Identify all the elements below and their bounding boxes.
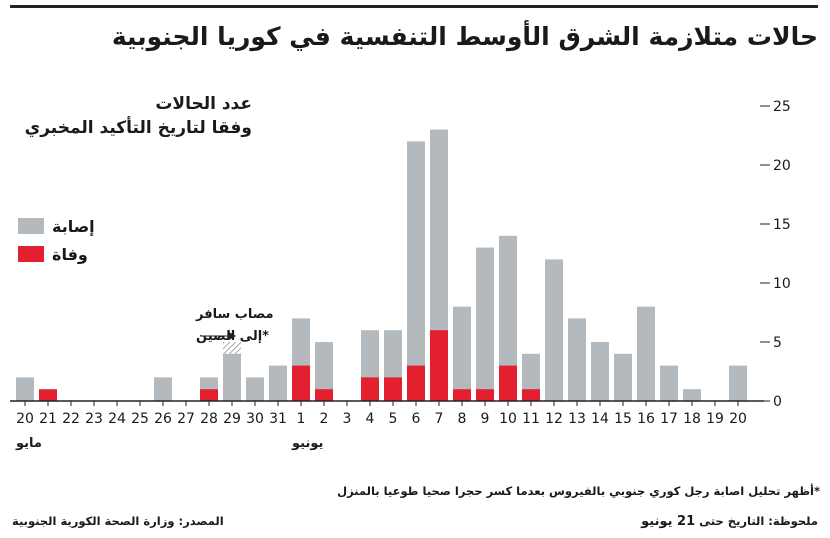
bar-deaths-13	[315, 389, 333, 401]
legend-swatch-cases	[18, 218, 44, 234]
bar-deaths-16	[384, 377, 402, 401]
bar-cases-24	[568, 318, 586, 401]
bar-deaths-20	[476, 389, 494, 401]
legend: إصابة وفاة	[18, 212, 95, 268]
date-note-date: 21 يونيو	[641, 514, 696, 529]
top-rule	[10, 5, 818, 8]
x-tick-label: 9	[481, 411, 490, 427]
x-axis: 20 21 22 23 24 25 26 27 28 29 30 31 1 2 3 4 5 6 7 8 9 10 11 12 1…	[10, 400, 764, 451]
legend-label-deaths: وفاة	[52, 244, 88, 264]
bar-deaths-12	[292, 365, 310, 401]
x-tick-label: 13	[568, 411, 586, 427]
x-tick-label: 2	[320, 411, 329, 427]
y-tick-label-15: 15	[773, 217, 791, 233]
x-tick-label: 21	[39, 411, 57, 427]
x-tick-label: 20	[16, 411, 34, 427]
bar-cases-31	[729, 365, 747, 401]
x-tick-label: 19	[706, 411, 724, 427]
bar-cases-25	[591, 342, 609, 401]
source-credit: المصدر: وزارة الصحة الكورية الجنوبية	[12, 514, 224, 528]
x-tick-label: 24	[108, 411, 126, 427]
footnote: *أظهر تحليل اصابة رجل كوري جنوبي بالفيرو…	[337, 484, 820, 498]
legend-item-cases: إصابة	[18, 212, 95, 240]
subtitle-line-1: عدد الحالات	[155, 94, 252, 114]
bar-cases-6	[154, 377, 172, 401]
y-tick-label-25: 25	[773, 99, 791, 115]
bar-cases-26	[614, 353, 632, 401]
x-tick-label: 27	[177, 411, 195, 427]
x-tick-label: 8	[458, 411, 467, 427]
y-axis: 0 5 10 15 20 25	[760, 99, 791, 410]
x-tick-label: 12	[545, 411, 563, 427]
x-tick-label: 18	[683, 411, 701, 427]
legend-item-deaths: وفاة	[18, 240, 95, 268]
x-tick-label: 23	[85, 411, 103, 427]
bar-deaths-17	[407, 365, 425, 401]
bar-cases-23	[545, 259, 563, 401]
bar-deaths-8	[200, 389, 218, 401]
bar-cases-19	[453, 306, 471, 401]
date-note: ملحوظة: التاريخ حتى 21 يونيو	[641, 514, 818, 529]
y-tick-label-10: 10	[773, 276, 791, 292]
x-tick-label: 25	[131, 411, 149, 427]
bar-cases-0	[16, 377, 34, 401]
x-tick-label: 20	[729, 411, 747, 427]
month-label: مايو	[15, 436, 42, 451]
bar-cases-27	[637, 306, 655, 401]
bar-deaths-22	[522, 389, 540, 401]
bar-cases-21	[499, 235, 517, 401]
bar-cases-29	[683, 389, 701, 401]
x-tick-label: 4	[366, 411, 375, 427]
y-tick-label-20: 20	[773, 158, 791, 174]
x-tick-label: 5	[389, 411, 398, 427]
x-tick-label: 11	[522, 411, 540, 427]
bar-cases-28	[660, 365, 678, 401]
bar-deaths-15	[361, 377, 379, 401]
chart-subtitle: عدد الحالات وفقا لتاريخ التأكيد المخبري	[25, 92, 252, 140]
month-label: يونيو	[291, 436, 323, 451]
legend-swatch-deaths	[18, 246, 44, 262]
x-tick-label: 29	[223, 411, 241, 427]
bar-deaths-21	[499, 365, 517, 401]
bar-deaths-1	[39, 389, 57, 401]
bar-deaths-18	[430, 330, 448, 401]
bar-cases-10	[246, 377, 264, 401]
x-tick-label: 3	[343, 411, 352, 427]
bar-cases-20	[476, 247, 494, 401]
chart-title: حالات متلازمة الشرق الأوسط التنفسية في ك…	[111, 22, 818, 51]
x-tick-label: 28	[200, 411, 218, 427]
bar-cases-9	[223, 342, 241, 401]
annotation: مصاب سافر *إلى الصين	[195, 307, 274, 344]
x-tick-label: 15	[614, 411, 632, 427]
y-tick-label-5: 5	[773, 335, 782, 351]
bar-deaths-19	[453, 389, 471, 401]
bar-hatched-segment	[223, 342, 241, 354]
x-tick-label: 16	[637, 411, 655, 427]
x-tick-label: 30	[246, 411, 264, 427]
y-tick-label-0: 0	[773, 394, 782, 410]
x-tick-label: 17	[660, 411, 678, 427]
x-tick-label: 26	[154, 411, 172, 427]
bar-cases-17	[407, 141, 425, 401]
bars-group	[16, 129, 747, 401]
date-note-prefix: ملحوظة: التاريخ حتى	[699, 514, 818, 528]
annotation-arrow-head-icon	[229, 332, 236, 340]
x-tick-label: 22	[62, 411, 80, 427]
x-tick-label: 6	[412, 411, 421, 427]
x-tick-label: 31	[269, 411, 287, 427]
x-tick-label: 7	[435, 411, 444, 427]
bar-cases-11	[269, 365, 287, 401]
subtitle-line-2: وفقا لتاريخ التأكيد المخبري	[24, 118, 252, 138]
x-tick-label: 10	[499, 411, 517, 427]
bar-cases-13	[315, 342, 333, 401]
legend-label-cases: إصابة	[52, 216, 95, 236]
x-tick-label: 14	[591, 411, 609, 427]
x-tick-label: 1	[297, 411, 306, 427]
annotation-line-1: مصاب سافر	[195, 307, 274, 322]
